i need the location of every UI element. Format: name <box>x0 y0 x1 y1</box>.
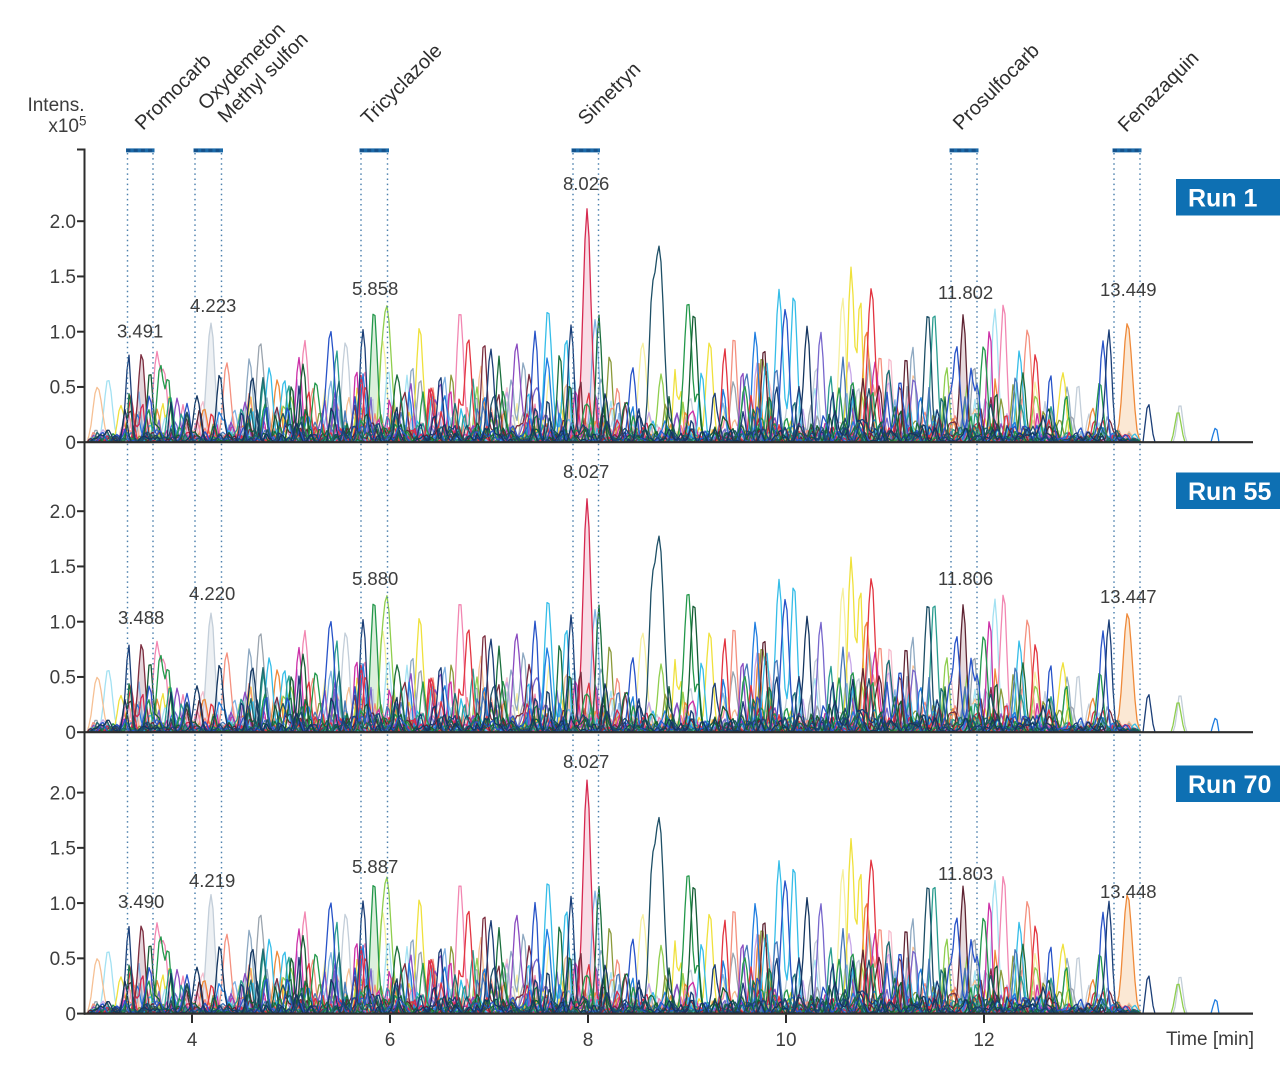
svg-text:Run 70: Run 70 <box>1188 771 1271 799</box>
svg-text:1.5: 1.5 <box>50 557 76 578</box>
svg-text:0.5: 0.5 <box>50 949 76 970</box>
svg-text:2.0: 2.0 <box>50 783 76 804</box>
svg-text:Intens.: Intens. <box>27 95 84 116</box>
svg-text:1.0: 1.0 <box>50 894 76 915</box>
svg-text:3.491: 3.491 <box>117 321 163 342</box>
svg-text:Tricyclazole: Tricyclazole <box>357 40 447 130</box>
svg-text:8.026: 8.026 <box>563 173 609 194</box>
svg-text:3.490: 3.490 <box>118 891 164 912</box>
svg-text:3.488: 3.488 <box>118 607 164 628</box>
svg-text:0: 0 <box>65 433 76 454</box>
svg-text:Run 1: Run 1 <box>1188 185 1258 213</box>
svg-text:x105: x105 <box>48 114 86 138</box>
svg-text:2.0: 2.0 <box>50 212 76 233</box>
svg-text:1.0: 1.0 <box>50 322 76 343</box>
svg-text:11.806: 11.806 <box>938 568 993 589</box>
svg-text:0: 0 <box>65 723 76 744</box>
svg-text:13.448: 13.448 <box>1100 881 1157 902</box>
svg-text:0.5: 0.5 <box>50 668 76 689</box>
svg-text:4: 4 <box>187 1030 198 1051</box>
svg-text:1.0: 1.0 <box>50 612 76 633</box>
svg-text:5.880: 5.880 <box>352 568 398 589</box>
svg-text:4.219: 4.219 <box>189 870 235 891</box>
svg-text:0.5: 0.5 <box>50 378 76 399</box>
svg-text:5.858: 5.858 <box>352 278 398 299</box>
svg-text:4.223: 4.223 <box>190 295 236 316</box>
svg-text:Run 55: Run 55 <box>1188 478 1271 506</box>
svg-text:11.803: 11.803 <box>938 863 993 884</box>
svg-text:8.027: 8.027 <box>563 751 609 772</box>
svg-text:5.887: 5.887 <box>352 856 398 877</box>
svg-text:4.220: 4.220 <box>189 583 235 604</box>
svg-text:6: 6 <box>385 1030 396 1051</box>
svg-text:12: 12 <box>973 1030 994 1051</box>
svg-text:13.447: 13.447 <box>1100 586 1157 607</box>
svg-text:Prosulfocarb: Prosulfocarb <box>949 40 1044 135</box>
svg-text:0: 0 <box>65 1004 76 1025</box>
svg-text:2.0: 2.0 <box>50 502 76 523</box>
svg-text:8.027: 8.027 <box>563 461 609 482</box>
svg-text:10: 10 <box>775 1030 796 1051</box>
svg-text:Fenazaquin: Fenazaquin <box>1114 47 1203 136</box>
svg-text:1.5: 1.5 <box>50 839 76 860</box>
svg-text:Simetryn: Simetryn <box>574 58 645 129</box>
svg-text:Time [min]: Time [min] <box>1166 1029 1254 1050</box>
svg-text:13.449: 13.449 <box>1100 279 1157 300</box>
svg-text:8: 8 <box>583 1030 594 1051</box>
svg-text:11.802: 11.802 <box>938 282 993 303</box>
svg-text:1.5: 1.5 <box>50 267 76 288</box>
